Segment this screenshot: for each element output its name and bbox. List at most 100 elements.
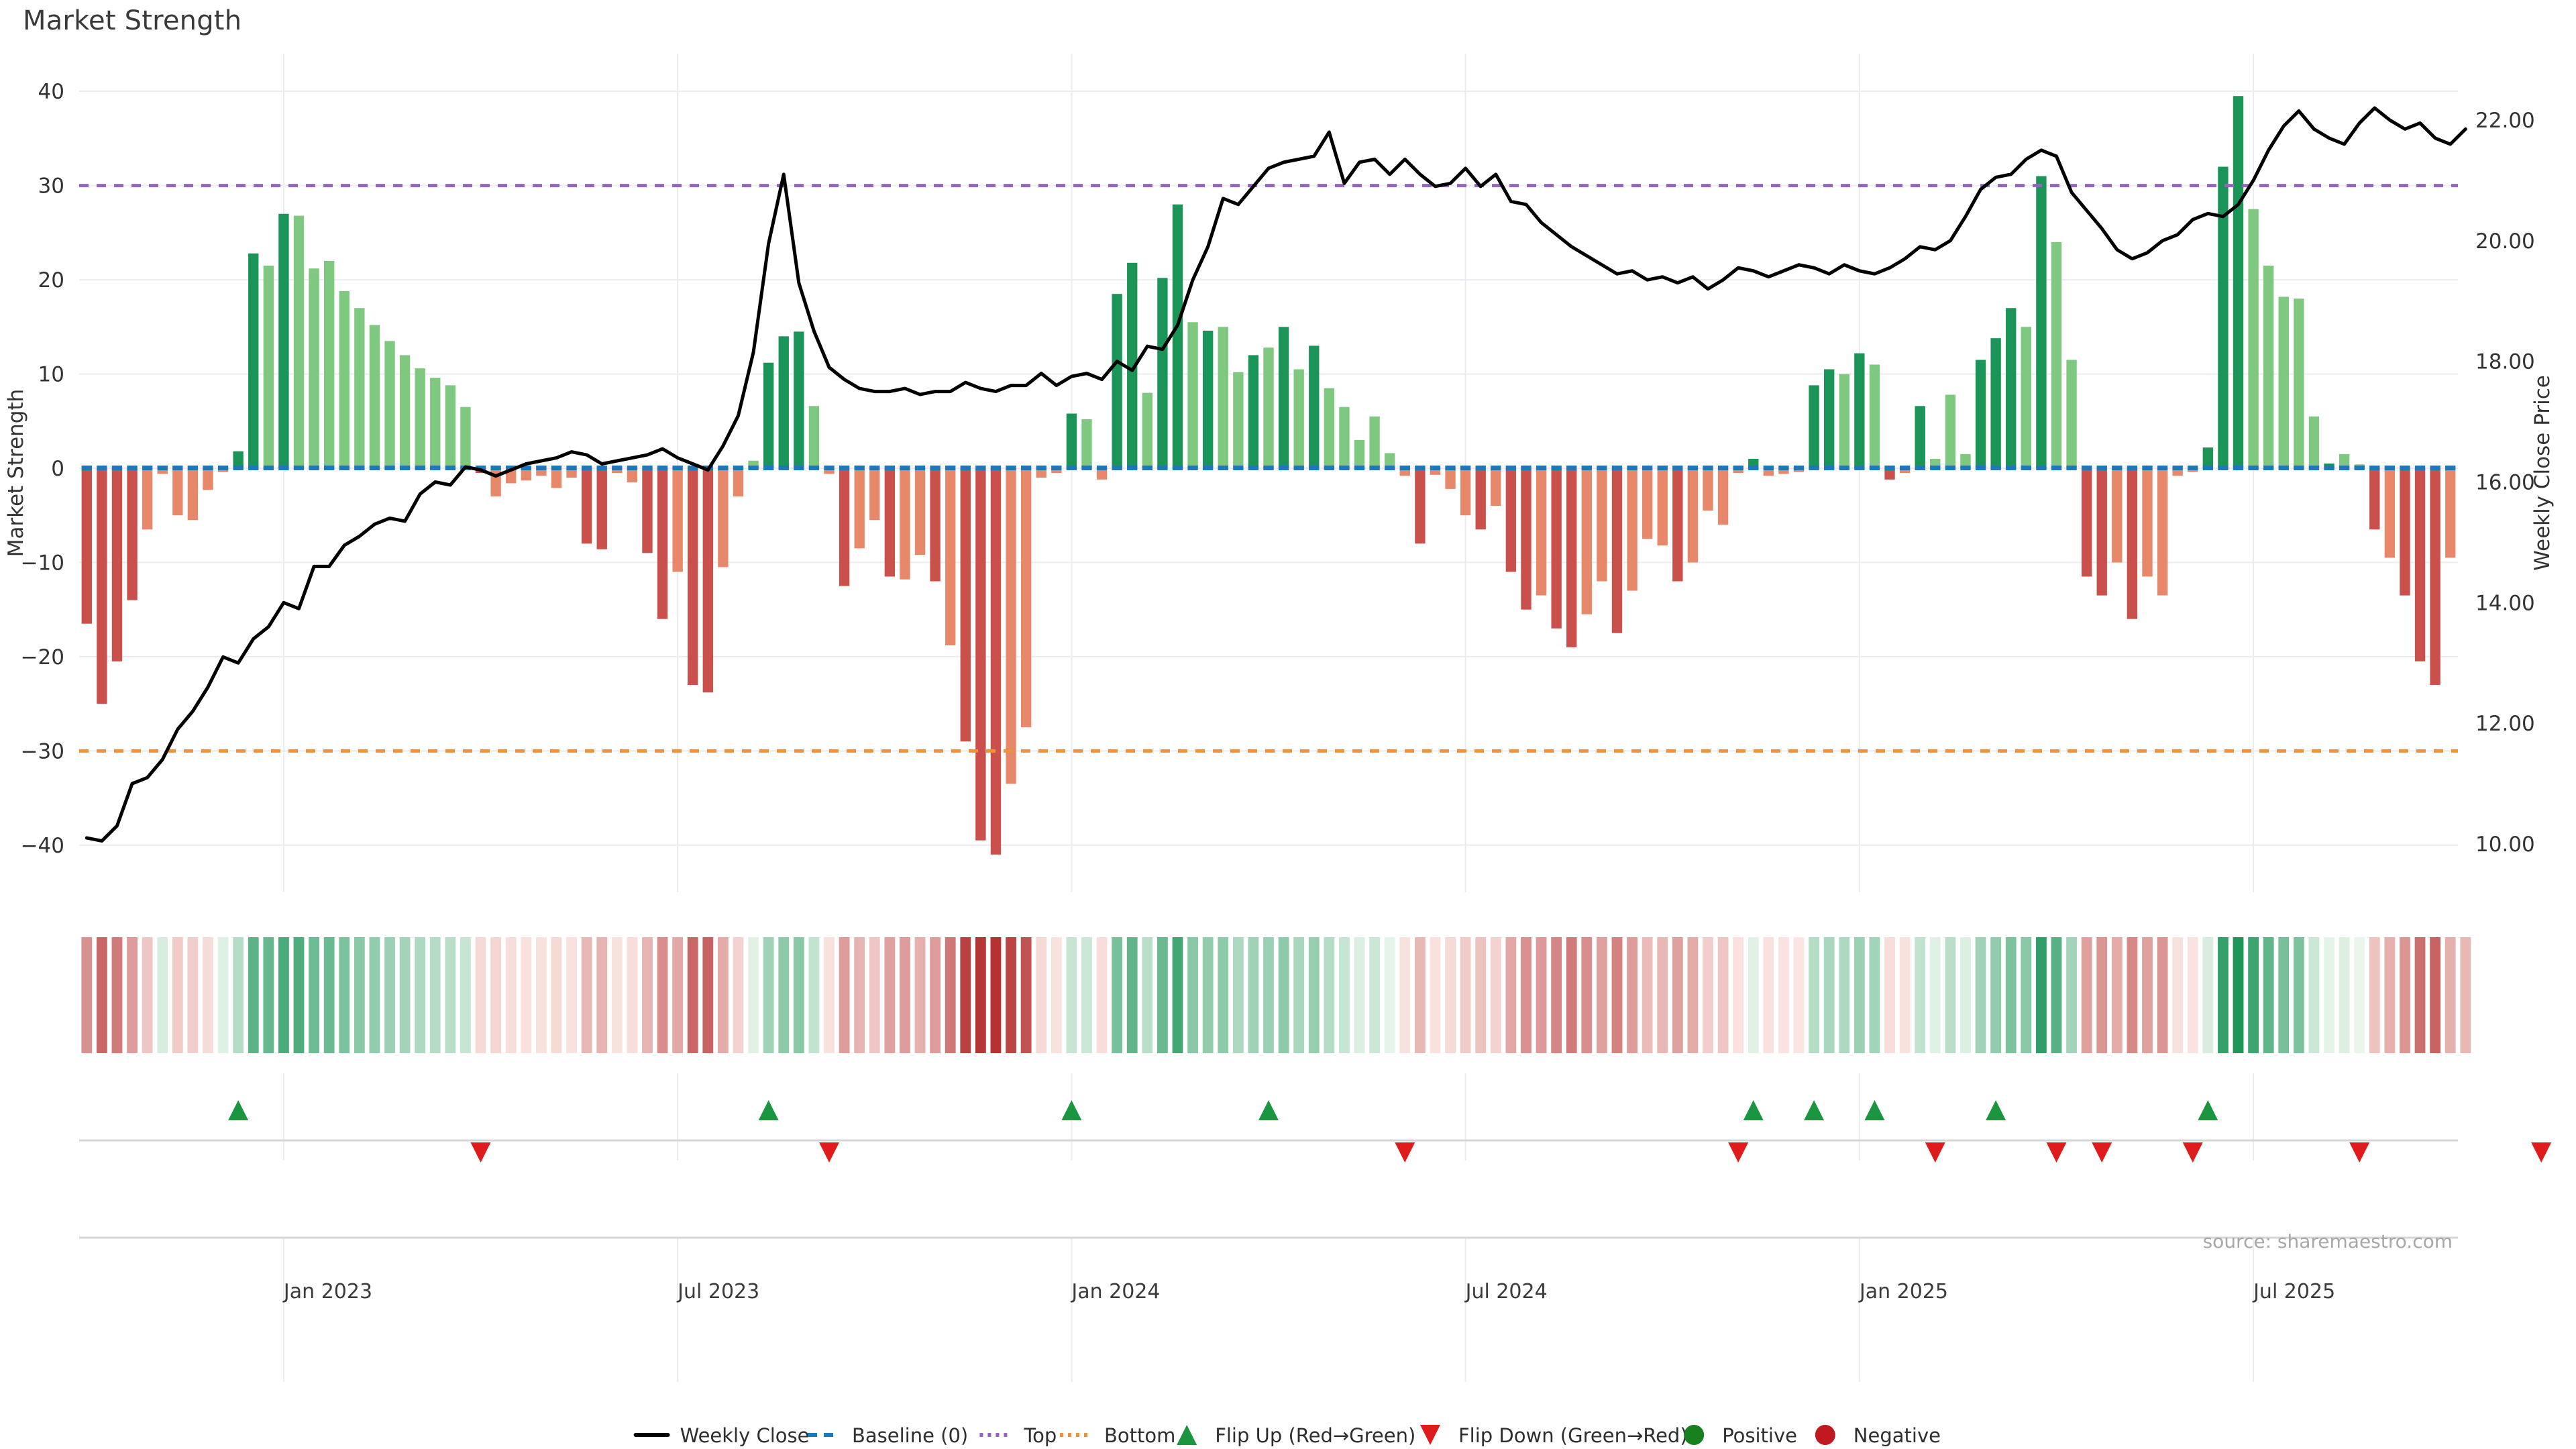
baseline-segment (203, 465, 213, 470)
legend-item[interactable]: Bottom (1060, 1424, 1175, 1447)
baseline-segment (1278, 465, 1289, 470)
bar (945, 468, 956, 646)
baseline-segment (1036, 465, 1046, 470)
bar (1324, 388, 1335, 468)
baseline-segment (733, 465, 744, 470)
baseline-segment (824, 465, 835, 470)
flip-down-marker[interactable] (819, 1142, 840, 1163)
heatmap-cell (187, 937, 199, 1053)
bar (1642, 468, 1653, 539)
baseline-segment (1248, 465, 1259, 470)
heatmap-cell (1748, 937, 1759, 1053)
y-axis-tick-right: 20.00 (2475, 229, 2535, 254)
bar (778, 336, 789, 468)
bar (1399, 468, 1410, 476)
baseline-segment (1475, 465, 1486, 470)
bar (1157, 278, 1168, 468)
legend-item[interactable]: Positive (1684, 1424, 1797, 1447)
baseline-segment (2188, 465, 2198, 470)
heatmap-cell (203, 937, 213, 1053)
heatmap-cell (945, 937, 956, 1053)
bar (1369, 416, 1380, 468)
heatmap-cell (672, 937, 684, 1053)
legend-item-label: Flip Up (Red→Green) (1215, 1424, 1415, 1447)
flip-down-marker[interactable] (1728, 1142, 1749, 1163)
x-axis-tick: Jan 2023 (282, 1280, 372, 1303)
flip-up-marker[interactable] (1986, 1100, 2006, 1120)
legend-item[interactable]: Negative (1815, 1424, 1941, 1447)
legend-item[interactable]: Flip Up (Red→Green) (1177, 1424, 1415, 1447)
heatmap-cell (687, 937, 698, 1053)
bar (430, 378, 441, 468)
heatmap-cell (2339, 937, 2350, 1053)
legend-item[interactable]: Baseline (0) (808, 1424, 968, 1447)
flip-up-marker[interactable] (228, 1100, 249, 1120)
heatmap-cell (2278, 937, 2290, 1053)
heatmap-cell (2081, 937, 2092, 1053)
bar (854, 468, 865, 549)
bar (1536, 468, 1547, 596)
flip-up-marker[interactable] (758, 1100, 779, 1120)
y-axis-tick-left: 30 (38, 174, 64, 199)
legend-item-label: Weekly Close (680, 1424, 810, 1447)
baseline-segment (248, 465, 259, 470)
heatmap-cell (1020, 937, 1032, 1053)
baseline-segment (217, 465, 229, 470)
flip-down-marker[interactable] (2182, 1142, 2203, 1163)
baseline-segment (1945, 465, 1956, 470)
bar (2157, 468, 2168, 596)
legend-item[interactable]: Top (979, 1424, 1057, 1447)
heatmap-cell (490, 937, 502, 1053)
bar (384, 341, 395, 468)
baseline-segment (627, 465, 638, 470)
flip-down-marker[interactable] (2046, 1142, 2067, 1163)
flip-up-marker[interactable] (2198, 1100, 2218, 1120)
flip-down-marker[interactable] (1925, 1142, 1945, 1163)
baseline-segment (1778, 465, 1789, 470)
flip-up-marker[interactable] (1061, 1100, 1082, 1120)
bar (157, 468, 168, 474)
bar (2172, 468, 2183, 476)
baseline-segment (2096, 465, 2107, 470)
heatmap-cell (1308, 937, 1320, 1053)
bar (187, 468, 199, 521)
bar (97, 468, 107, 704)
baseline-segment (1445, 465, 1456, 470)
flip-up-marker[interactable] (1804, 1100, 1825, 1120)
heatmap-cell (1551, 937, 1562, 1053)
flip-down-marker[interactable] (2531, 1142, 2552, 1163)
bar (1990, 338, 2001, 468)
bar (1020, 468, 1032, 728)
bar (2294, 299, 2304, 468)
bar (2445, 468, 2456, 558)
heatmap-cell (111, 937, 123, 1053)
baseline-segment (1884, 465, 1895, 470)
legend-item[interactable]: Flip Down (Green→Red) (1420, 1424, 1688, 1447)
flip-up-marker[interactable] (1743, 1100, 1764, 1120)
flip-down-marker[interactable] (470, 1142, 491, 1163)
bar (1809, 385, 1819, 468)
flip-down-marker[interactable] (1395, 1142, 1415, 1163)
flip-up-markers (228, 1100, 2218, 1120)
baseline-segment (1611, 465, 1623, 470)
flip-down-marker[interactable] (2092, 1142, 2112, 1163)
bar (309, 268, 319, 468)
bar (1142, 392, 1152, 468)
heatmap-cell (884, 937, 896, 1053)
heatmap-cell (399, 937, 411, 1053)
flip-up-marker[interactable] (1258, 1100, 1279, 1120)
heatmap-cell (1036, 937, 1047, 1053)
baseline-segment (1717, 465, 1729, 470)
bar (808, 406, 820, 468)
heatmap-cell (2035, 937, 2047, 1053)
bar (1460, 468, 1471, 516)
y-axis-tick-right: 16.00 (2475, 470, 2535, 494)
flip-down-marker[interactable] (2349, 1142, 2370, 1163)
flip-up-marker[interactable] (1864, 1100, 1885, 1120)
baseline-segment (808, 465, 820, 470)
y-axis-tick-left: 40 (38, 80, 64, 104)
bar (612, 468, 623, 473)
baseline-segment (1460, 465, 1471, 470)
legend-item[interactable]: Weekly Close (633, 1424, 810, 1447)
